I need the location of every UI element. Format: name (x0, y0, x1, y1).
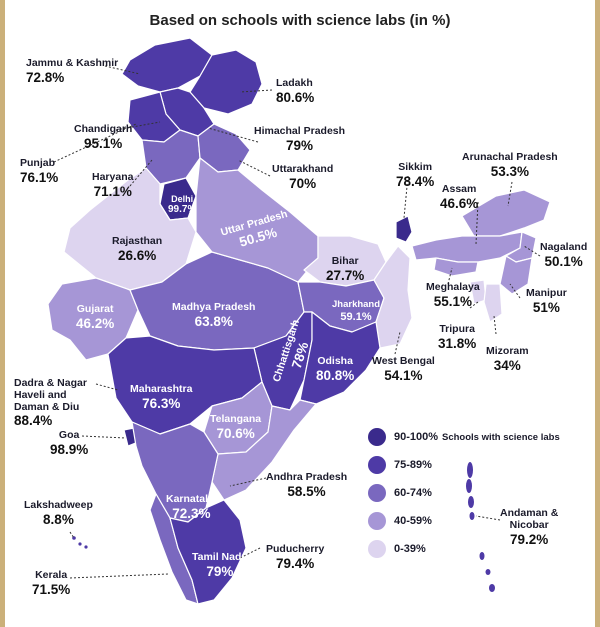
region-west-bengal (373, 245, 413, 349)
label-madhya-pradesh: Madhya Pradesh 63.8% (172, 301, 256, 329)
label-goa: Goa 98.9% (50, 429, 89, 457)
label-manipur: Manipur 51% (526, 287, 567, 315)
label-rajasthan: Rajasthan 26.6% (112, 235, 163, 263)
label-karnataka: Karnataka 72.3% (166, 493, 217, 521)
label-bihar: Bihar 27.7% (326, 255, 365, 283)
region-andhra-pradesh (211, 399, 317, 501)
label-punjab: Punjab 76.1% (20, 157, 59, 185)
label-arunachal: Arunachal Pradesh 53.3% (462, 151, 558, 179)
label-telangana: Telangana 70.6% (210, 413, 262, 441)
region-odisha (299, 311, 381, 405)
legend-swatch (368, 456, 386, 474)
label-delhi: Delhi 99.7% (168, 194, 197, 216)
label-jharkhand: Jharkhand 59.1% (332, 299, 381, 323)
legend-swatch (368, 540, 386, 558)
label-gujarat: Gujarat 46.2% (76, 303, 115, 331)
legend-swatch (368, 428, 386, 446)
label-dadra: Dadra & Nagar Haveli and Daman & Diu 88.4% (14, 377, 87, 429)
legend-swatch (368, 512, 386, 530)
label-uttarakhand: Uttarakhand 70% (272, 163, 334, 191)
label-lakshadweep: Lakshadweep 8.8% (24, 499, 93, 527)
label-puducherry: Puducherry 79.4% (266, 543, 325, 571)
label-ladakh: Ladakh 80.6% (276, 77, 315, 105)
region-meghalaya (433, 257, 479, 277)
map-title: Based on schools with science labs (in %… (149, 12, 451, 29)
region-lakshadweep (72, 536, 88, 549)
label-haryana: Haryana 71.1% (92, 171, 134, 199)
label-kerala: Kerala 71.5% (32, 569, 71, 597)
region-ladakh (189, 49, 263, 115)
region-andaman-nicobar (466, 462, 495, 592)
label-nagaland: Nagaland 50.1% (540, 241, 588, 269)
label-maharashtra: Maharashtra 76.3% (130, 383, 193, 411)
label-himachal: Himachal Pradesh 79% (254, 125, 346, 153)
label-odisha: Odisha 80.8% (316, 355, 355, 383)
label-andaman: Andaman & Nicobar 79.2% (500, 507, 559, 547)
label-west-bengal: West Bengal 54.1% (372, 355, 435, 383)
label-jammu-kashmir: Jammu & Kashmir 72.8% (26, 57, 119, 85)
legend-swatch (368, 484, 386, 502)
label-andhra: Andhra Pradesh 58.5% (266, 471, 348, 499)
region-mizoram (483, 283, 503, 323)
label-tamil-nadu: Tamil Nadu 79% (192, 551, 248, 579)
label-assam: Assam 46.6% (440, 183, 479, 211)
leader-lines (53, 65, 541, 579)
legend-note: Schools with science labs (442, 432, 560, 443)
label-sikkim: Sikkim 78.4% (396, 161, 435, 189)
region-tamil-nadu (169, 499, 247, 605)
region-sikkim (395, 215, 413, 243)
label-mizoram: Mizoram 34% (486, 345, 529, 373)
label-chandigarh: Chandigarh 95.1% (74, 123, 133, 151)
label-meghalaya: Meghalaya 55.1% (426, 281, 480, 309)
region-jammu-kashmir (121, 37, 213, 93)
label-tripura: Tripura 31.8% (438, 323, 477, 351)
